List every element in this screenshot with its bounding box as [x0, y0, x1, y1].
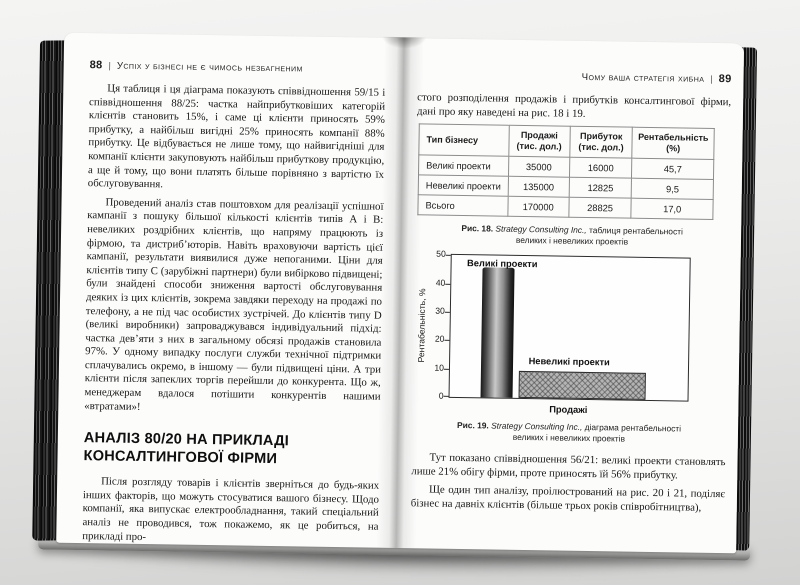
y-tick — [445, 283, 451, 285]
col-header-sales: Продажі (тис. дол.) — [508, 125, 571, 158]
bar-chart: Рентабельність, % 50 40 30 20 10 0 — [412, 248, 691, 416]
profitability-table: Тип бізнесу Продажі (тис. дол.) Прибуток… — [417, 124, 715, 221]
paragraph-consulting-intro: Після розгляду товарів і клієнтів зверні… — [82, 475, 380, 543]
fig18-caption: Рис. 18. Strategy Consulting Inc., табли… — [461, 223, 683, 247]
book-spread: 88 | Успіх у бізнесі не є чимось незбагн… — [56, 32, 745, 554]
section-heading-line1: АНАЛІЗ 80/20 НА ПРИКЛАДІ — [83, 430, 290, 450]
open-book: 88 | Успіх у бізнесі не є чимось незбагн… — [32, 24, 762, 580]
bar-large-projects — [480, 267, 515, 399]
paragraph-continuation: стого розподілення продажів і прибутків … — [416, 91, 732, 120]
bar-small-projects — [518, 371, 647, 401]
paragraph-next-analysis: Ще один тип аналізу, проілюстрований на … — [410, 483, 726, 514]
paragraph-ratio-56-21: Тут показано співвідношення 56/21: велик… — [411, 451, 726, 482]
bar-label-small-projects: Невеликі проекти — [528, 356, 610, 368]
left-running-title: Успіх у бізнесі не є чимось незбагненим — [116, 60, 303, 75]
y-tick — [444, 311, 450, 313]
y-tick — [443, 395, 449, 398]
table-row-total: Всього 170000 28825 17,0 — [417, 195, 714, 220]
paragraph-ratios: Ця таблиця і ця діаграма показують співв… — [87, 82, 386, 191]
x-axis-title: Продажі — [549, 404, 588, 416]
plot-area: Великі проекти Невеликі проекти — [443, 254, 691, 402]
col-header-business-type: Тип бізнесу — [418, 124, 509, 157]
header-divider: | — [108, 60, 111, 71]
bar-label-large-projects: Великі проекти — [467, 258, 538, 270]
y-tick — [444, 340, 450, 342]
col-header-margin: Рентабельність (%) — [632, 127, 715, 160]
fig19-caption: Рис. 19. Strategy Consulting Inc., діагр… — [457, 420, 682, 444]
left-running-head: 88 | Успіх у бізнесі не є чимось незбагн… — [90, 59, 386, 76]
right-running-head: Чому ваша стратегія хибна | 89 — [417, 68, 732, 86]
table-header-row: Тип бізнесу Продажі (тис. дол.) Прибуток… — [418, 124, 715, 160]
right-page-number: 89 — [718, 73, 732, 86]
paragraph-campaign: Проведений аналіз став поштовхом для реа… — [84, 196, 384, 413]
y-axis-tick-labels: 50 40 30 20 10 0 — [434, 248, 446, 401]
y-tick — [443, 368, 449, 370]
left-page-number: 88 — [89, 59, 103, 72]
y-tick — [445, 254, 451, 257]
right-running-title: Чому ваша стратегія хибна — [581, 71, 705, 85]
left-page: 88 | Успіх у бізнесі не є чимось незбагн… — [56, 33, 404, 548]
section-heading: АНАЛІЗ 80/20 НА ПРИКЛАДІ КОНСАЛТИНГОВОЇ … — [83, 429, 380, 470]
header-divider: | — [710, 73, 713, 84]
right-page: Чому ваша стратегія хибна | 89 стого роз… — [396, 38, 744, 553]
col-header-profit: Прибуток (тис. дол.) — [569, 126, 633, 159]
section-heading-line2: КОНСАЛТИНГОВОЇ ФІРМИ — [83, 448, 278, 468]
